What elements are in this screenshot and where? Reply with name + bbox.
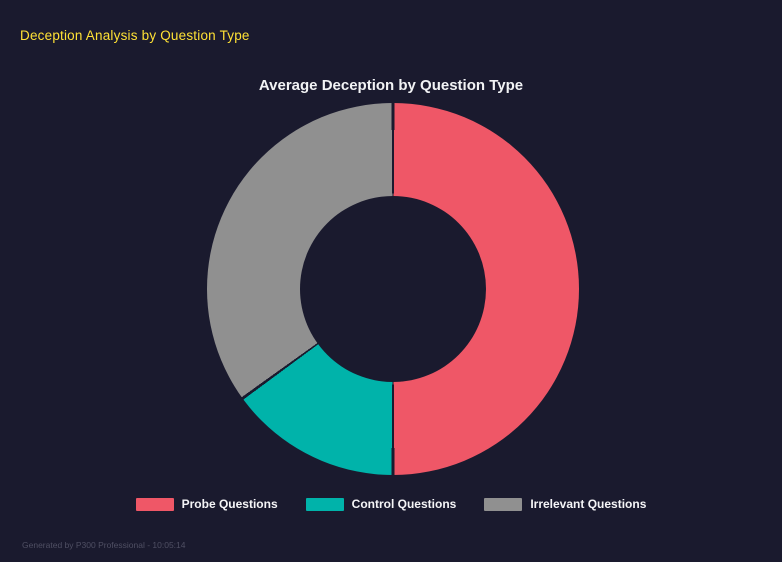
donut-hole <box>300 196 486 382</box>
chart-title: Average Deception by Question Type <box>258 77 524 94</box>
legend-item[interactable]: Irrelevant Questions <box>484 497 646 511</box>
legend-label: Probe Questions <box>181 497 278 511</box>
page-title: Deception Analysis by Question Type <box>20 28 250 43</box>
donut-chart <box>207 103 579 475</box>
footer-text: Generated by P300 Professional - 10:05:1… <box>22 540 186 550</box>
legend-swatch <box>305 497 344 511</box>
legend-item[interactable]: Control Questions <box>305 497 457 511</box>
chart-legend: Probe Questions Control Questions Irreleva… <box>0 497 782 511</box>
legend-label: Irrelevant Questions <box>530 497 647 511</box>
legend-label: Control Questions <box>351 497 457 511</box>
legend-swatch <box>135 497 174 511</box>
legend-item[interactable]: Probe Questions <box>135 497 278 511</box>
legend-swatch <box>484 497 523 511</box>
